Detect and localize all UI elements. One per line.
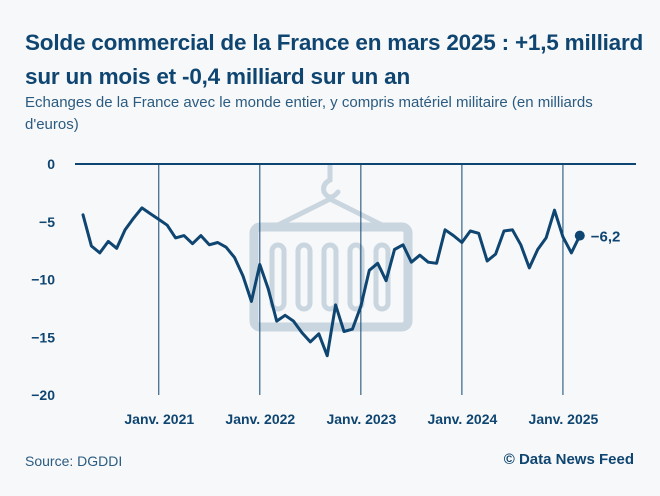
x-tick-label: Janv. 2025 <box>529 411 599 427</box>
container-rib <box>321 242 339 312</box>
last-value-label: −6,2 <box>591 229 621 246</box>
chart-title: Solde commercial de la France en mars 20… <box>25 30 644 89</box>
y-tick-label: −5 <box>39 214 55 230</box>
series-group: −6,2 <box>81 206 621 358</box>
source-note: Source: DGDDI <box>25 453 123 469</box>
last-point-marker <box>574 230 585 241</box>
x-tick-label: Janv. 2023 <box>326 411 396 427</box>
chart-subtitle: Echanges de la France avec le monde enti… <box>25 94 593 133</box>
container-watermark-icon <box>249 163 413 332</box>
y-tick-label: −10 <box>31 272 55 288</box>
x-tick-label: Janv. 2021 <box>124 411 194 427</box>
y-axis: 0 −5 −10 −15 −20 <box>31 156 55 403</box>
y-tick-label: −15 <box>31 329 55 345</box>
x-tick-label: Janv. 2022 <box>225 411 295 427</box>
series-line <box>81 206 582 358</box>
credit-label: © Data News Feed <box>503 451 634 468</box>
x-tick-label: Janv. 2024 <box>428 411 498 427</box>
y-tick-label: 0 <box>47 156 55 172</box>
container-rib <box>269 242 287 312</box>
x-axis: Janv. 2021 Janv. 2022 Janv. 2023 Janv. 2024… <box>124 411 598 427</box>
y-tick-label: −20 <box>31 387 55 403</box>
container-rib <box>295 242 313 312</box>
crane-hook <box>321 163 341 200</box>
container-rib <box>347 242 365 312</box>
grid-lines <box>75 163 636 395</box>
